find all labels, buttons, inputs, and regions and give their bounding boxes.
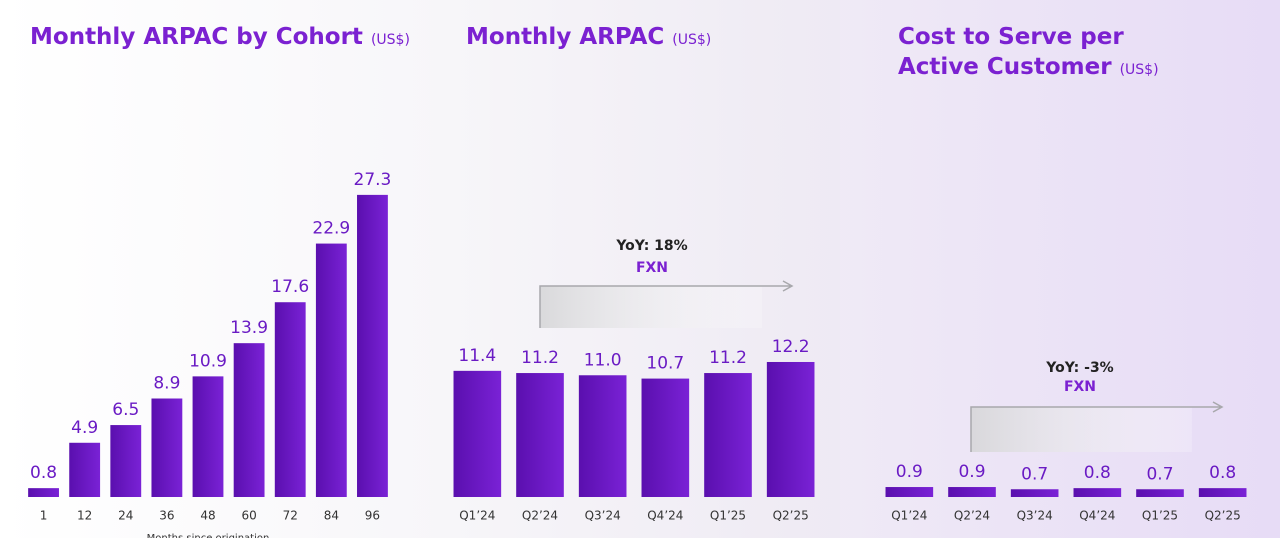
bar: [1010, 489, 1059, 497]
value-label: 6.5: [112, 400, 139, 420]
bar: [1136, 489, 1184, 497]
bar: [1073, 488, 1122, 497]
x-axis-label: Months since origination: [147, 533, 270, 538]
bar: [69, 442, 101, 497]
chart-title: Monthly ARPAC (US$): [466, 22, 711, 55]
bar: [151, 398, 183, 497]
unit: (US$): [672, 32, 712, 48]
x-tick-label: 48: [200, 509, 215, 523]
x-tick-label: Q2’25: [773, 509, 809, 523]
bar: [704, 373, 752, 497]
annotation: YoY: 18%: [615, 238, 687, 254]
value-label: 0.8: [1209, 463, 1236, 483]
x-tick-label: Q2’24: [522, 509, 558, 523]
arrow: [970, 401, 1224, 452]
bar: [885, 487, 934, 497]
x-tick-label: 1: [40, 509, 48, 523]
value-label: 11.2: [709, 348, 747, 368]
unit: (US$): [370, 32, 410, 48]
x-tick-label: 72: [283, 509, 298, 523]
x-tick-label: Q2’24: [954, 509, 990, 523]
x-tick-label: Q4’24: [647, 509, 683, 523]
annotation: YoY: -3%: [1045, 360, 1113, 376]
x-tick-label: Q1’24: [891, 509, 927, 523]
shade: [971, 407, 1192, 452]
title-text: Monthly ARPAC by Cohort: [30, 24, 363, 50]
x-tick-label: 24: [118, 509, 133, 523]
value-label: 0.8: [1084, 463, 1111, 483]
unit: (US$): [1119, 62, 1159, 78]
bar: [641, 378, 690, 497]
value-label: 11.2: [521, 348, 559, 368]
value-label: 10.7: [646, 354, 684, 374]
value-label: 13.9: [230, 318, 268, 338]
value-label: 0.8: [30, 463, 57, 483]
title-text: Cost to Serve per Active Customer: [898, 24, 1124, 80]
value-label: 0.7: [1021, 464, 1048, 484]
bar: [274, 302, 306, 497]
x-tick-label: Q1’24: [459, 509, 495, 523]
value-label: 27.3: [354, 170, 392, 190]
bar: [578, 375, 627, 497]
bar: [233, 343, 265, 497]
x-tick-label: 96: [365, 509, 380, 523]
annotation: FXN: [636, 260, 668, 276]
value-label: 11.4: [458, 346, 496, 366]
chart-title: Cost to Serve per Active Customer (US$): [898, 22, 1198, 85]
x-tick-label: Q2’25: [1205, 509, 1241, 523]
value-label: 11.0: [584, 350, 622, 370]
title-text: Monthly ARPAC: [466, 24, 665, 50]
shade: [540, 286, 762, 328]
x-tick-label: Q3’24: [1017, 509, 1053, 523]
x-tick-label: 36: [159, 509, 174, 523]
bar: [28, 488, 59, 497]
x-tick-label: Q1’25: [1142, 509, 1178, 523]
x-tick-label: 60: [241, 509, 256, 523]
value-label: 4.9: [71, 418, 98, 438]
value-label: 22.9: [312, 219, 350, 239]
value-label: 0.7: [1146, 464, 1173, 484]
bar: [1198, 488, 1247, 497]
annotation: FXN: [1064, 379, 1096, 395]
bar: [516, 373, 564, 497]
value-label: 12.2: [772, 337, 810, 357]
x-tick-label: Q3’24: [585, 509, 621, 523]
value-label: 8.9: [153, 374, 180, 394]
bar: [192, 376, 224, 497]
bar: [948, 487, 996, 497]
x-tick-label: Q4’24: [1079, 509, 1115, 523]
bar: [453, 370, 502, 497]
x-tick-label: Q1’25: [710, 509, 746, 523]
x-tick-label: 12: [77, 509, 92, 523]
bar: [315, 243, 347, 497]
arrow: [539, 280, 794, 328]
bar: [110, 425, 142, 497]
value-label: 17.6: [271, 277, 309, 297]
value-label: 0.9: [958, 462, 985, 482]
value-label: 10.9: [189, 351, 227, 371]
bar: [766, 361, 815, 497]
x-tick-label: 84: [324, 509, 339, 523]
chart-title: Monthly ARPAC by Cohort (US$): [30, 22, 410, 55]
bar: [357, 194, 388, 497]
value-label: 0.9: [896, 462, 923, 482]
